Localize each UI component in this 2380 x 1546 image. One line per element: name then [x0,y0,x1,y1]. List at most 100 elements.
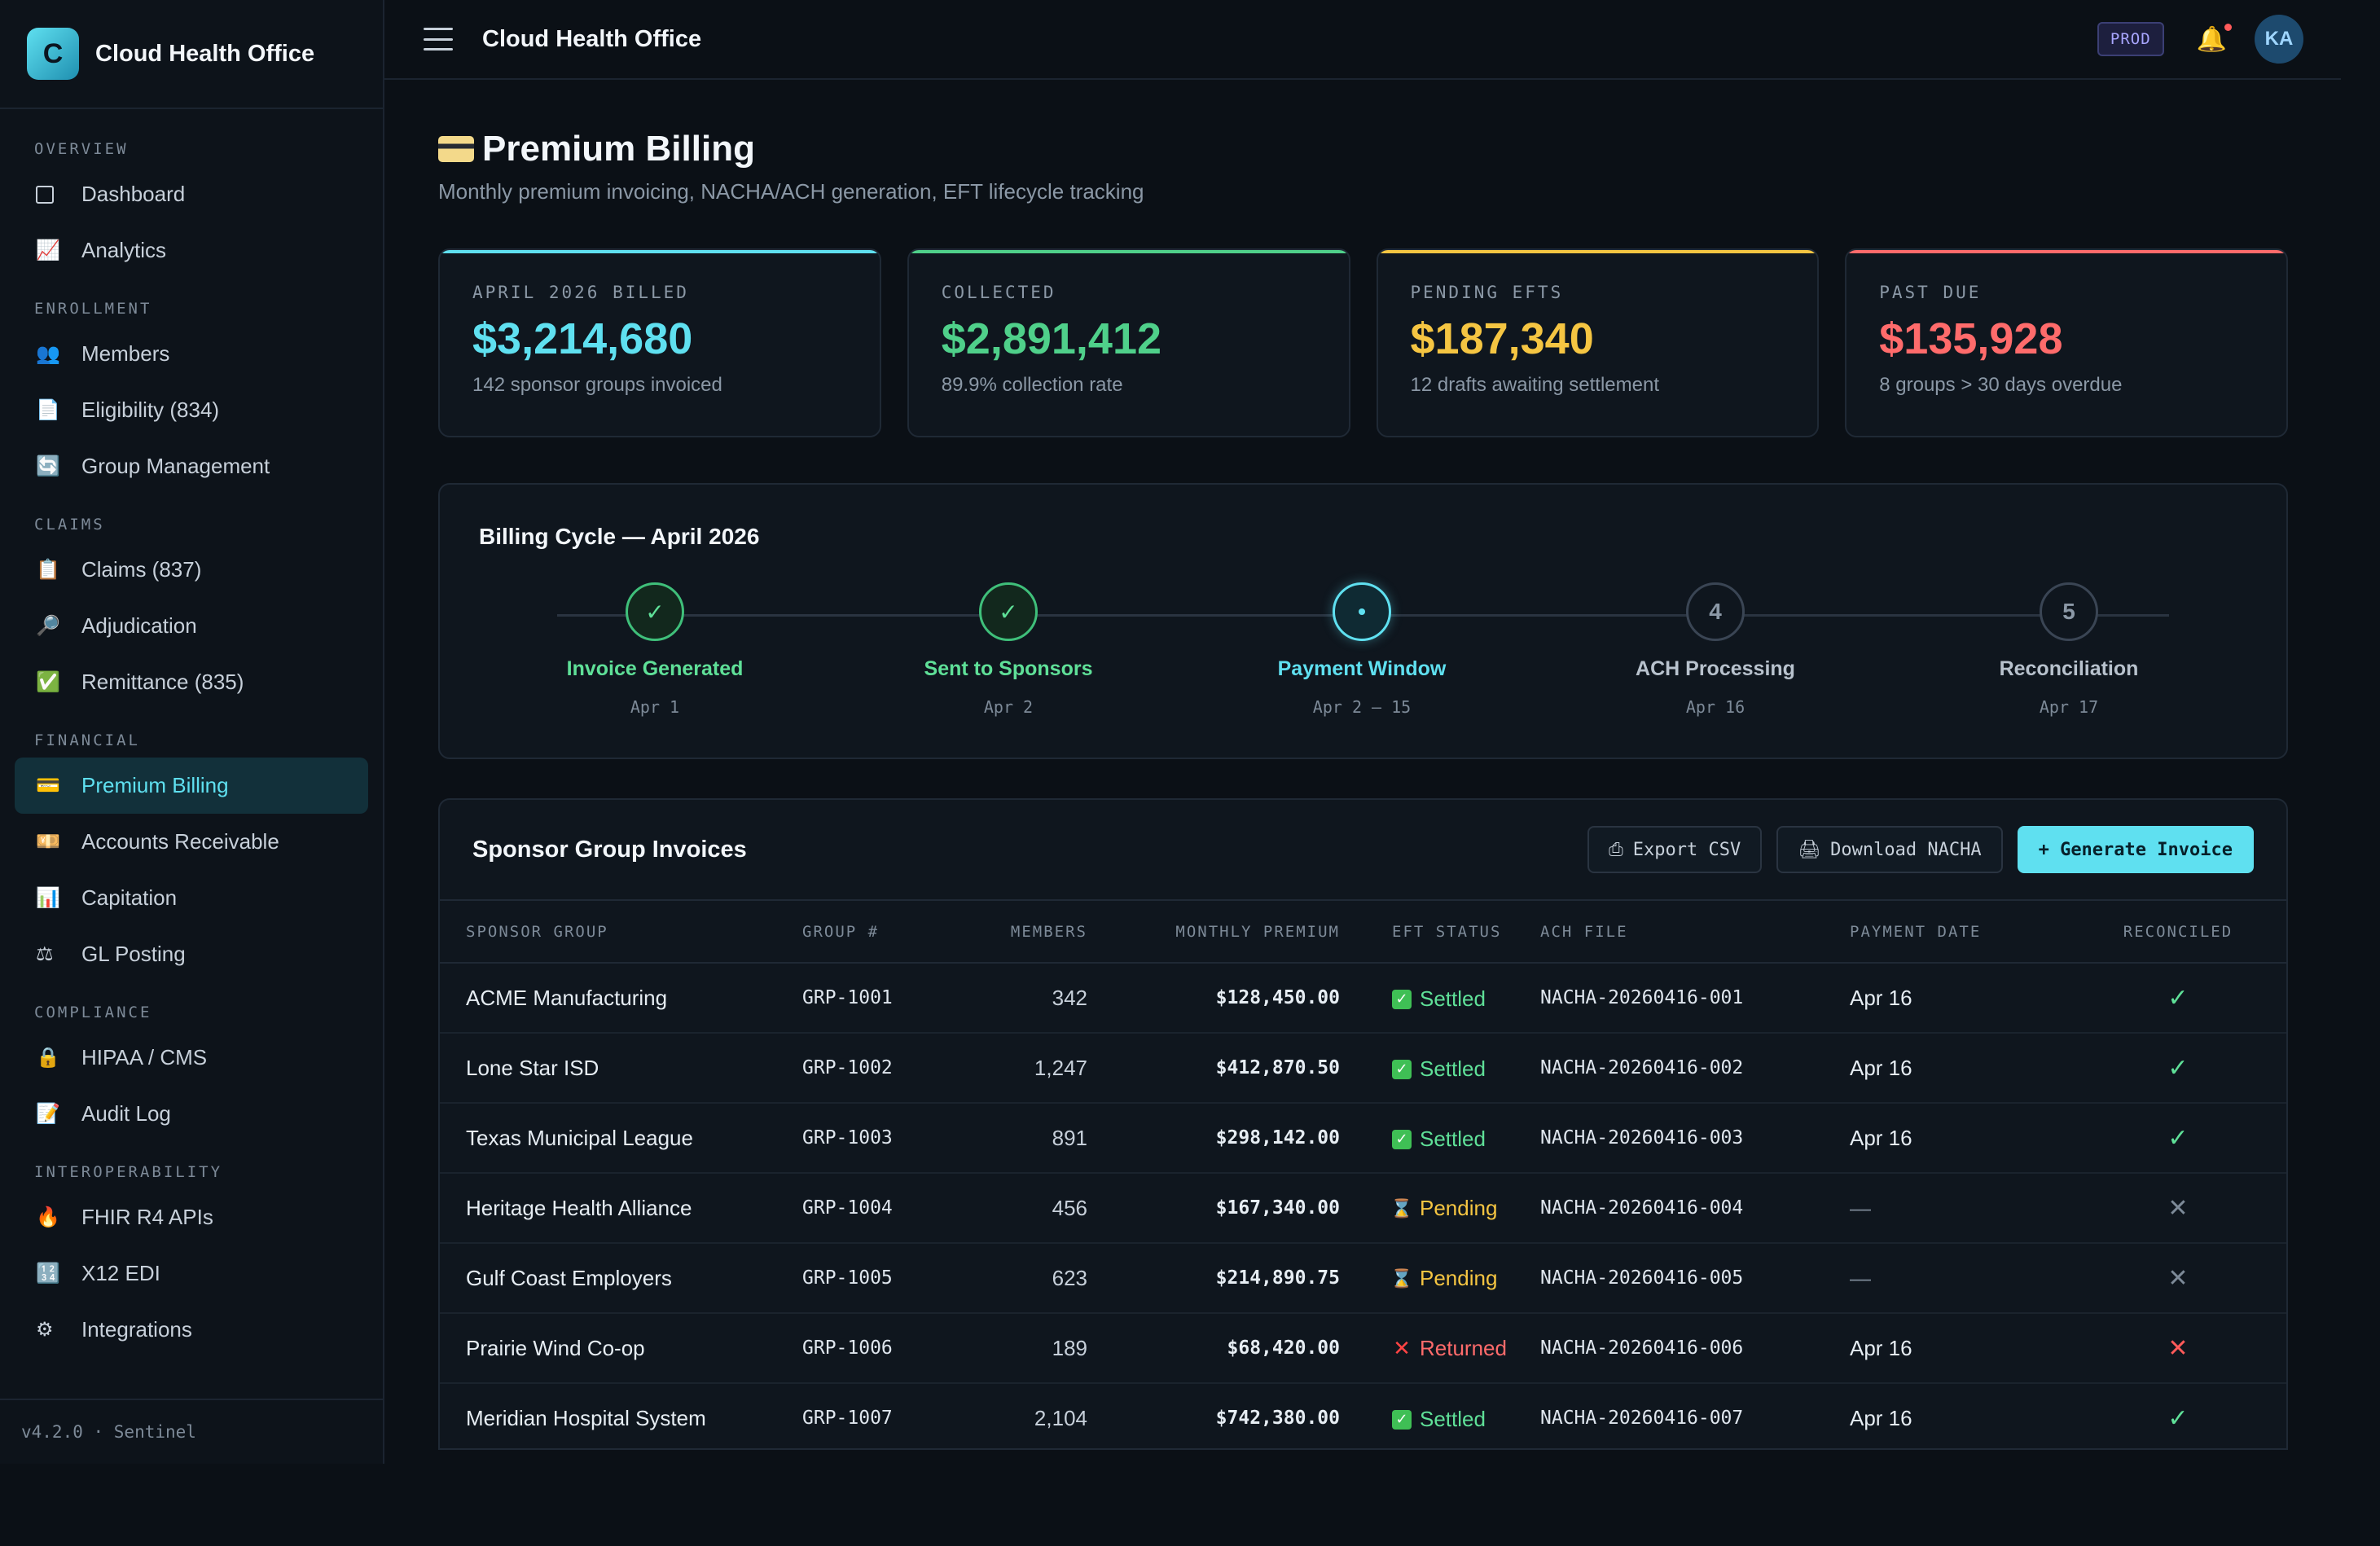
sidebar-nav: OVERVIEW Dashboard 📈 Analytics ENROLLMENT 👥 Me… [0,109,383,1358]
memo-icon: 📝 [36,1103,60,1125]
table-row[interactable]: Gulf Coast Employers GRP-1005 623 $214,890.… [440,1243,2286,1314]
sidebar-item-adjudication[interactable]: 🔎 Adjudication [15,598,368,654]
sidebar-item-remittance-835[interactable]: ✅ Remittance (835) [15,654,368,710]
table-row[interactable]: Texas Municipal League GRP-1003 891 $298,14… [440,1103,2286,1174]
table-row[interactable]: Lone Star ISD GRP-1002 1,247 $412,870.50 ✓ Se… [440,1033,2286,1104]
column-header-eft-status[interactable]: EFT STATUS [1340,901,1540,964]
group-number-cell: GRP-1006 [802,1313,973,1384]
user-avatar[interactable]: KA [2255,15,2303,64]
scales-icon: ⚖ [36,943,54,965]
brand[interactable]: C Cloud Health Office [0,0,383,109]
sidebar-item-accounts-receivable[interactable]: 💴 Accounts Receivable [15,814,368,870]
sidebar-item-label: Adjudication [81,613,197,638]
status-badge: ✓ Settled [1392,1407,1486,1432]
sidebar-item-analytics[interactable]: 📈 Analytics [15,222,368,279]
cross-icon: ✕ [1393,1335,1411,1360]
sidebar-item-capitation[interactable]: 📊 Capitation [15,870,368,926]
ach-file-cell: NACHA-20260416-007 [1540,1383,1850,1448]
sidebar-item-members[interactable]: 👥 Members [15,326,368,382]
sidebar-item-label: FHIR R4 APIs [81,1205,213,1229]
sidebar-item-label: HIPAA / CMS [81,1045,208,1069]
sidebar-item-claims-837[interactable]: 📋 Claims (837) [15,542,368,598]
sidebar-item-group-management[interactable]: 🔄 Group Management [15,438,368,494]
sidebar-item-fhir-r4-apis[interactable]: 🔥 FHIR R4 APIs [15,1189,368,1245]
sidebar-item-gl-posting[interactable]: ⚖ GL Posting [15,926,368,982]
status-text: Settled [1420,986,1486,1011]
ach-file-cell: NACHA-20260416-005 [1540,1243,1850,1314]
fire-icon: 🔥 [36,1206,60,1228]
kpi-note: 142 sponsor groups invoiced [472,374,722,396]
members-cell: 456 [973,1173,1087,1244]
check-box-icon: ✓ [1392,1129,1412,1149]
payment-date-cell: — [1850,1173,2078,1244]
group-number-cell: GRP-1005 [802,1243,973,1314]
cycle-step-payment-window: • Payment Window Apr 2 – 15 [1264,582,1460,717]
column-header-members[interactable]: MEMBERS [973,901,1087,964]
sponsor-group-cell: Lone Star ISD [440,1033,802,1104]
sidebar-item-integrations[interactable]: ⚙ Integrations [15,1302,368,1358]
sidebar-item-premium-billing[interactable]: 💳 Premium Billing [15,758,368,814]
square-icon [36,185,68,204]
kpi-value: $2,891,412 [941,314,1162,363]
reconciled-cell: ✓ [2078,1383,2286,1448]
group-number-cell: GRP-1007 [802,1383,973,1448]
reconciled-cell: ✕ [2078,1313,2286,1384]
kpi-card-pending-efts: PENDING EFTS $187,340 12 drafts awaiting s… [1376,248,1820,437]
column-header-ach-file[interactable]: ACH FILE [1540,901,1850,964]
table-row[interactable]: ACME Manufacturing GRP-1001 342 $128,450.00… [440,963,2286,1034]
column-header-reconciled[interactable]: RECONCILED [2078,901,2286,964]
app-shell: C Cloud Health Office OVERVIEW Dashboard 📈… [0,0,2341,1464]
lock-icon: 🔒 [36,1047,60,1069]
sidebar-item-label: Members [81,341,170,366]
premium-cell: $214,890.75 [1087,1243,1340,1314]
table-row[interactable]: Prairie Wind Co-op GRP-1006 189 $68,420.00 ✕… [440,1313,2286,1384]
check-icon: ✓ [626,582,684,641]
payment-date-cell: Apr 16 [1850,1103,2078,1174]
kpi-card-april-2026-billed: APRIL 2026 BILLED $3,214,680 142 sponsor g… [438,248,881,437]
payment-date-cell: — [1850,1243,2078,1314]
payment-date-cell: Apr 16 [1850,1313,2078,1384]
premium-cell: $68,420.00 [1087,1313,1340,1384]
column-header-sponsor-group[interactable]: SPONSOR GROUP [440,901,802,964]
column-header-group[interactable]: GROUP # [802,901,973,964]
sidebar: C Cloud Health Office OVERVIEW Dashboard 📈… [0,0,384,1464]
group-number-cell: GRP-1003 [802,1103,973,1174]
sidebar-item-eligibility-834[interactable]: 📄 Eligibility (834) [15,382,368,438]
step-date: Apr 2 [983,697,1034,717]
ach-file-cell: NACHA-20260416-006 [1540,1313,1850,1384]
status-badge: ✓ Settled [1392,1127,1486,1152]
export-csv-button[interactable]: ⎙ Export CSV [1587,826,1763,873]
sidebar-item-label: Accounts Receivable [81,829,279,854]
eft-status-cell: ✓ Settled [1340,1033,1540,1104]
brand-logo: C [27,28,79,80]
status-text: Settled [1420,1056,1486,1081]
status-badge: ⌛ Pending [1390,1266,1497,1291]
reconciled-cell: ✓ [2078,963,2286,1034]
not-reconciled-x-icon: ✕ [2167,1264,2189,1292]
menu-toggle-icon[interactable] [424,28,453,51]
kpi-label: COLLECTED [941,283,1056,302]
column-header-monthly-premium[interactable]: MONTHLY PREMIUM [1087,901,1340,964]
table-row[interactable]: Heritage Health Alliance GRP-1004 456 $167,… [440,1173,2286,1244]
download-nacha-button[interactable]: 🖨 Download NACHA [1776,826,2003,873]
sidebar-item-hipaa-cms[interactable]: 🔒 HIPAA / CMS [15,1030,368,1086]
column-header-payment-date[interactable]: PAYMENT DATE [1850,901,2078,964]
step-label: ACH Processing [1636,657,1795,680]
members-cell: 2,104 [973,1383,1087,1448]
ach-file-cell: NACHA-20260416-004 [1540,1173,1850,1244]
generate-invoice-button[interactable]: + Generate Invoice [2017,826,2254,873]
hourglass-icon: ⌛ [1390,1197,1413,1219]
page-title: Premium Billing [438,129,2288,169]
step-date: Apr 16 [1685,697,1745,717]
kpi-note: 8 groups > 30 days overdue [1879,374,2123,396]
kpi-label: APRIL 2026 BILLED [472,283,689,302]
sidebar-item-dashboard[interactable]: Dashboard [15,166,368,222]
members-cell: 189 [973,1313,1087,1384]
sidebar-item-x12-edi[interactable]: 🔢 X12 EDI [15,1245,368,1302]
notifications-bell-icon[interactable]: 🔔 [2197,23,2232,54]
kpi-note: 89.9% collection rate [941,374,1123,396]
table-row[interactable]: Meridian Hospital System GRP-1007 2,104 $74… [440,1383,2286,1448]
eft-status-cell: ⌛ Pending [1340,1243,1540,1314]
ach-file-cell: NACHA-20260416-001 [1540,963,1850,1034]
sidebar-item-audit-log[interactable]: 📝 Audit Log [15,1086,368,1142]
